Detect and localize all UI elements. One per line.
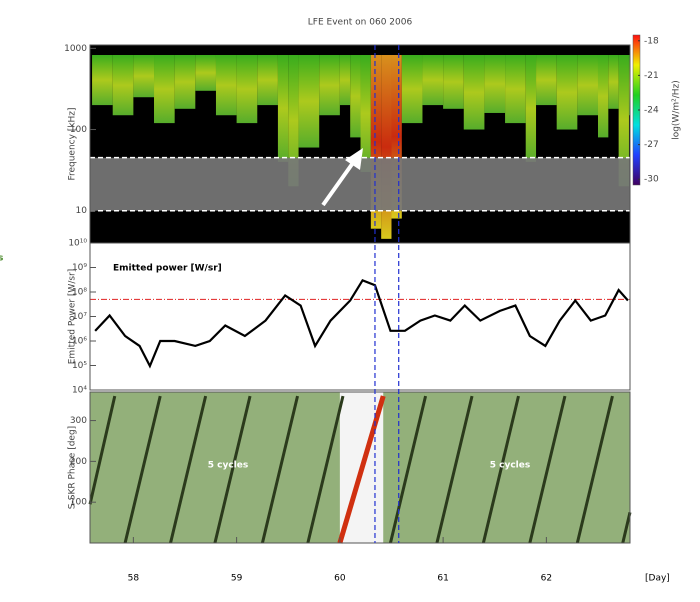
emission-column bbox=[484, 55, 506, 113]
emission-column bbox=[391, 55, 402, 219]
y-axis-label: S-SKR Phase [deg] bbox=[68, 426, 78, 509]
emission-column bbox=[597, 55, 609, 138]
y-tick-label: 10⁸ bbox=[72, 288, 87, 298]
y-axis-label: Emitted Power [W/sr] bbox=[68, 269, 78, 365]
emission-column bbox=[628, 55, 630, 116]
arrow-head bbox=[345, 148, 363, 170]
colorbar-tick-label: -27 bbox=[644, 140, 659, 150]
emission-column bbox=[92, 55, 113, 106]
arrow bbox=[321, 158, 357, 207]
phase-line bbox=[88, 395, 632, 544]
x-tick-label: 59 bbox=[231, 574, 243, 584]
plot-frame bbox=[89, 391, 631, 544]
annotation: Emitted power [W/sr] bbox=[113, 264, 222, 274]
emission-column bbox=[422, 55, 444, 106]
emission-column bbox=[505, 55, 526, 124]
y-tick-label: 10⁶ bbox=[72, 337, 87, 347]
y-tick-label: 100 bbox=[70, 498, 87, 508]
phase-span bbox=[383, 392, 630, 543]
emission-column bbox=[236, 55, 258, 124]
emission-column bbox=[443, 55, 464, 109]
emission-column bbox=[215, 55, 237, 116]
emission-column bbox=[319, 55, 340, 116]
emission-column bbox=[536, 55, 557, 106]
x-tick-label: 61 bbox=[437, 574, 448, 584]
emission-column bbox=[154, 55, 175, 124]
y-tick-label: 10⁵ bbox=[72, 361, 87, 371]
colorbar-label: log(W/m²/Hz) bbox=[672, 80, 682, 140]
emission-column bbox=[360, 55, 371, 172]
plot-background bbox=[90, 243, 630, 390]
emission-column bbox=[556, 55, 578, 130]
y-axis-label: Frequency [kHz] bbox=[68, 107, 78, 180]
emission-column bbox=[133, 55, 155, 98]
annotation: 5 cycles bbox=[208, 461, 248, 471]
y-tick-label: 10⁹ bbox=[72, 263, 87, 273]
y-tick-label: 10¹⁰ bbox=[68, 239, 87, 249]
emission-column bbox=[257, 55, 278, 106]
x-tick-label: 60 bbox=[334, 574, 346, 584]
emission-column bbox=[370, 55, 382, 229]
emission-column bbox=[463, 55, 485, 130]
emission-column bbox=[608, 55, 619, 109]
x-tick-label: 62 bbox=[541, 574, 552, 584]
emission-column bbox=[339, 55, 351, 106]
colorbar-tick-label: -21 bbox=[644, 71, 659, 81]
phase-line bbox=[337, 395, 386, 544]
annotation: 5 cycles bbox=[490, 461, 530, 471]
y-tick-label: 10 bbox=[76, 206, 88, 216]
y-tick-label: 1000 bbox=[64, 44, 87, 54]
emission-column bbox=[277, 55, 289, 162]
emission-column bbox=[350, 55, 361, 138]
emission-column bbox=[401, 55, 423, 124]
emission-column bbox=[381, 55, 392, 239]
y-tick-label: 10⁷ bbox=[72, 312, 87, 322]
emission-column bbox=[112, 55, 134, 116]
y-tick-label: 10⁴ bbox=[72, 386, 87, 396]
x-tick-label: 58 bbox=[128, 574, 140, 584]
emission-column bbox=[195, 55, 216, 91]
side-text: s bbox=[0, 254, 3, 264]
emission-column bbox=[298, 55, 320, 148]
emission-column bbox=[288, 55, 299, 187]
chart-title: LFE Event on 060 2006 bbox=[308, 18, 413, 28]
emission-column bbox=[174, 55, 196, 109]
emission-column bbox=[525, 55, 537, 162]
power-line bbox=[94, 278, 629, 369]
x-axis-label: [Day] bbox=[645, 574, 670, 584]
y-tick-label: 300 bbox=[70, 416, 87, 426]
emission-column bbox=[577, 55, 598, 116]
y-tick-label: 200 bbox=[70, 457, 87, 467]
colorbar-tick-label: -24 bbox=[644, 106, 659, 116]
colorbar-tick-label: -30 bbox=[644, 175, 659, 185]
y-tick-label: 100 bbox=[70, 125, 87, 135]
emission-column bbox=[618, 55, 629, 187]
colorbar-tick-label: -18 bbox=[644, 36, 659, 46]
